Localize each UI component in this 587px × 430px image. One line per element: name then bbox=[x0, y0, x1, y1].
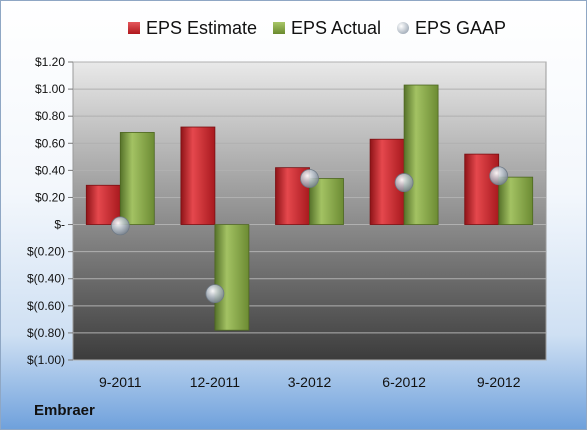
bar-eps-actual bbox=[403, 84, 439, 225]
legend-swatch-eps-actual bbox=[273, 22, 285, 34]
company-name: Embraer bbox=[34, 402, 95, 419]
gaap-markers bbox=[110, 166, 509, 304]
y-tick-label: $0.60 bbox=[35, 136, 65, 150]
x-tick-label: 9-2011 bbox=[99, 374, 142, 390]
y-tick-label: $(0.20) bbox=[27, 245, 65, 259]
y-tick-label: $- bbox=[54, 218, 65, 232]
bar-eps-estimate bbox=[464, 153, 500, 225]
marker-eps-gaap bbox=[394, 173, 414, 192]
bar-eps-estimate bbox=[85, 184, 121, 225]
legend-item-eps-estimate: EPS Estimate bbox=[128, 14, 257, 42]
x-tick-label: 12-2011 bbox=[190, 374, 241, 390]
marker-eps-gaap bbox=[489, 166, 509, 186]
y-axis-tick-labels: $1.20 $1.00 $0.80 $0.60 $0.40 $0.20 $- $(0.20) $… bbox=[27, 55, 65, 367]
legend-label-eps-gaap: EPS GAAP bbox=[415, 17, 507, 38]
bar-eps-estimate bbox=[180, 126, 216, 225]
marker-eps-gaap bbox=[300, 169, 319, 188]
legend-swatch-eps-gaap bbox=[397, 22, 409, 34]
y-tick-label: $(0.60) bbox=[27, 299, 65, 313]
y-tick-label: $(0.80) bbox=[27, 326, 65, 340]
legend-swatch-eps-estimate bbox=[128, 22, 140, 34]
legend-item-eps-actual: EPS Actual bbox=[273, 14, 381, 42]
bar-eps-actual bbox=[119, 132, 155, 225]
bar-eps-actual bbox=[309, 178, 344, 225]
marker-eps-gaap bbox=[205, 284, 225, 304]
bar-eps-estimate bbox=[275, 167, 310, 225]
x-tick-label: 6-2012 bbox=[382, 374, 426, 390]
marker-eps-gaap bbox=[110, 216, 130, 236]
y-tick-label: $(1.00) bbox=[27, 353, 65, 367]
chart-legend: EPS Estimate EPS Actual EPS GAAP bbox=[0, 14, 587, 42]
x-axis-tick-labels: 9-2011 12-2011 3-2012 6-2012 9-2012 bbox=[99, 374, 521, 390]
x-tick-label: 3-2012 bbox=[288, 374, 332, 390]
y-tick-label: $0.80 bbox=[35, 109, 65, 123]
bar-series bbox=[85, 84, 534, 331]
bar-eps-actual bbox=[498, 176, 534, 225]
legend-label-eps-estimate: EPS Estimate bbox=[146, 17, 258, 38]
y-tick-label: $0.40 bbox=[35, 163, 65, 177]
y-tick-label: $(0.40) bbox=[27, 272, 65, 286]
x-tick-label: 9-2012 bbox=[477, 374, 521, 390]
y-tick-label: $0.20 bbox=[35, 190, 65, 204]
y-tick-label: $1.20 bbox=[35, 55, 65, 69]
legend-label-eps-actual: EPS Actual bbox=[291, 17, 382, 38]
legend-item-eps-gaap: EPS GAAP bbox=[397, 14, 506, 42]
bar-eps-actual bbox=[214, 224, 250, 331]
y-tick-label: $1.00 bbox=[35, 82, 65, 96]
